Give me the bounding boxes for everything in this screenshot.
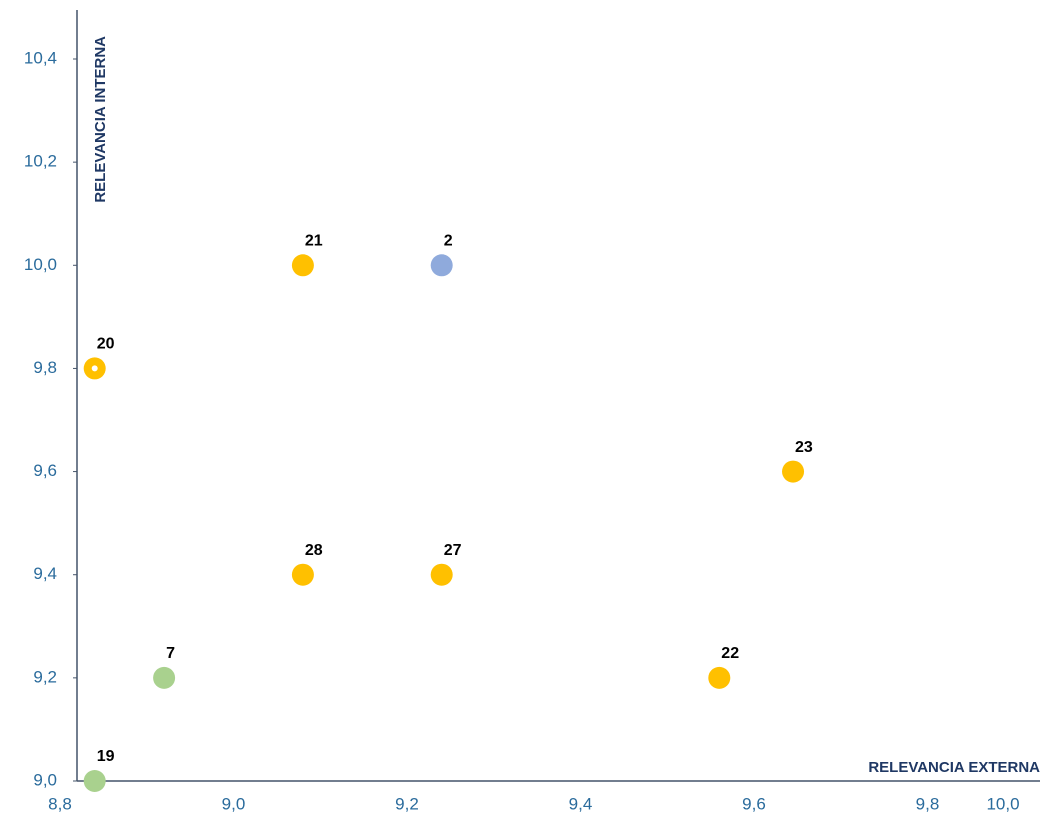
y-tick-label: 9,6 — [33, 461, 57, 480]
point-label: 23 — [795, 439, 813, 456]
point-center — [91, 365, 98, 372]
y-tick-label: 9,8 — [33, 358, 57, 377]
x-tick-label: 9,2 — [395, 794, 419, 813]
point — [291, 563, 314, 586]
y-tick-label: 9,2 — [33, 667, 57, 686]
x-tick-label: 9,0 — [222, 794, 246, 813]
point — [153, 666, 176, 689]
point — [430, 563, 453, 586]
point — [430, 254, 453, 277]
point — [708, 666, 731, 689]
y-tick-label: 10,2 — [24, 152, 57, 171]
y-tick-label: 9,0 — [33, 770, 57, 789]
point — [782, 460, 805, 483]
x-axis-title: RELEVANCIA EXTERNA — [868, 759, 1040, 776]
x-tick-label: 8,8 — [48, 794, 72, 813]
point-label: 7 — [166, 645, 175, 662]
point-label: 27 — [444, 542, 462, 559]
y-tick-label: 10,4 — [24, 48, 57, 67]
point-label: 22 — [721, 645, 739, 662]
point — [83, 770, 106, 792]
x-tick-label: 9,6 — [742, 794, 766, 813]
point-label: 2 — [444, 233, 453, 250]
x-tick-label: 9,8 — [916, 794, 940, 813]
point-label: 21 — [305, 233, 323, 250]
x-tick-label: 10,0 — [986, 794, 1019, 813]
y-axis-title: RELEVANCIA INTERNA — [92, 36, 109, 203]
point-label: 20 — [97, 336, 115, 353]
point — [291, 254, 314, 277]
x-tick-label: 9,4 — [569, 794, 593, 813]
point-label: 28 — [305, 542, 323, 559]
y-tick-label: 10,0 — [24, 255, 57, 274]
y-tick-label: 9,4 — [33, 564, 57, 583]
point-label: 19 — [97, 748, 115, 765]
